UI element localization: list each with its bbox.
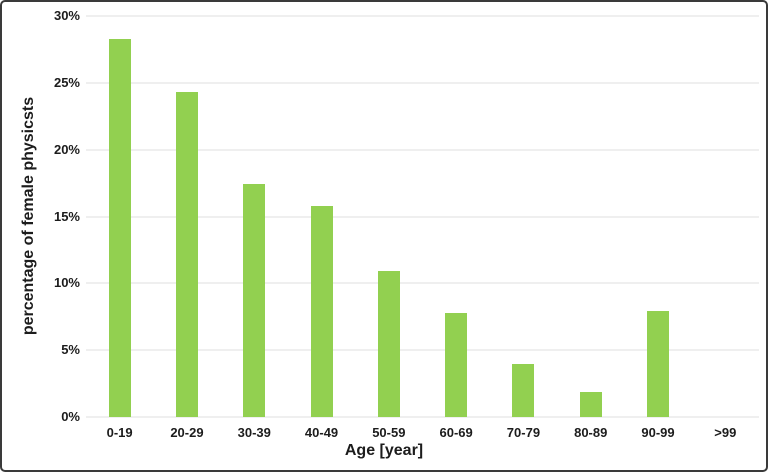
gridline-15 [86, 215, 759, 218]
gridline-30 [86, 15, 759, 17]
plot-area [86, 15, 759, 418]
x-tick-label: 20-29 [170, 425, 204, 440]
bar-slot [422, 16, 489, 417]
bar-slot [557, 16, 624, 417]
x-tick-label: 60-69 [439, 425, 473, 440]
y-tick-label: 5% [61, 342, 80, 358]
bar-50-59 [377, 271, 400, 417]
y-tick-label: 30% [53, 8, 80, 23]
x-tick-label: 50-59 [372, 425, 406, 440]
x-tick-label: 70-79 [506, 425, 541, 440]
x-tick-label: 80-89 [574, 425, 608, 440]
bar-30-39 [243, 184, 266, 417]
x-tick-label: 30-39 [237, 425, 271, 440]
y-tick-label: 15% [53, 208, 80, 224]
bar-slot [355, 16, 422, 417]
bar-slot [221, 16, 288, 417]
bar-90-99 [647, 311, 670, 417]
x-tick-label: 0-19 [106, 425, 133, 440]
bar-0-19 [108, 38, 131, 417]
gridline-10 [86, 282, 759, 285]
gridline-25 [86, 81, 759, 84]
x-axis-tick-labels: 0-19 20-29 30-39 40-49 50-59 60-69 70-79 80-89 9… [86, 425, 759, 440]
bar-20-29 [175, 92, 198, 417]
bar-40-49 [310, 205, 333, 417]
bar-80-89 [579, 391, 602, 417]
x-axis-title: Age [year] [344, 442, 424, 459]
bar-slot [288, 16, 355, 417]
y-tick-label: 25% [53, 74, 80, 90]
bar-slot [692, 16, 759, 417]
gridline-0 [86, 416, 759, 418]
bar-slot [624, 16, 691, 417]
x-tick-label: >99 [714, 425, 737, 440]
bar-slot [490, 16, 557, 417]
bar-slot [86, 16, 153, 417]
y-tick-label: 20% [53, 141, 80, 157]
gridline-20 [86, 148, 759, 151]
bar-70-79 [512, 363, 535, 417]
gridline-5 [86, 349, 759, 352]
x-tick-label: 90-99 [641, 425, 675, 440]
bar-60-69 [445, 312, 468, 417]
y-tick-label: 10% [53, 275, 80, 291]
y-tick-label: 0% [61, 409, 80, 424]
bars-layer [86, 16, 759, 417]
x-tick-label: 40-49 [304, 425, 339, 440]
bar-slot [153, 16, 220, 417]
